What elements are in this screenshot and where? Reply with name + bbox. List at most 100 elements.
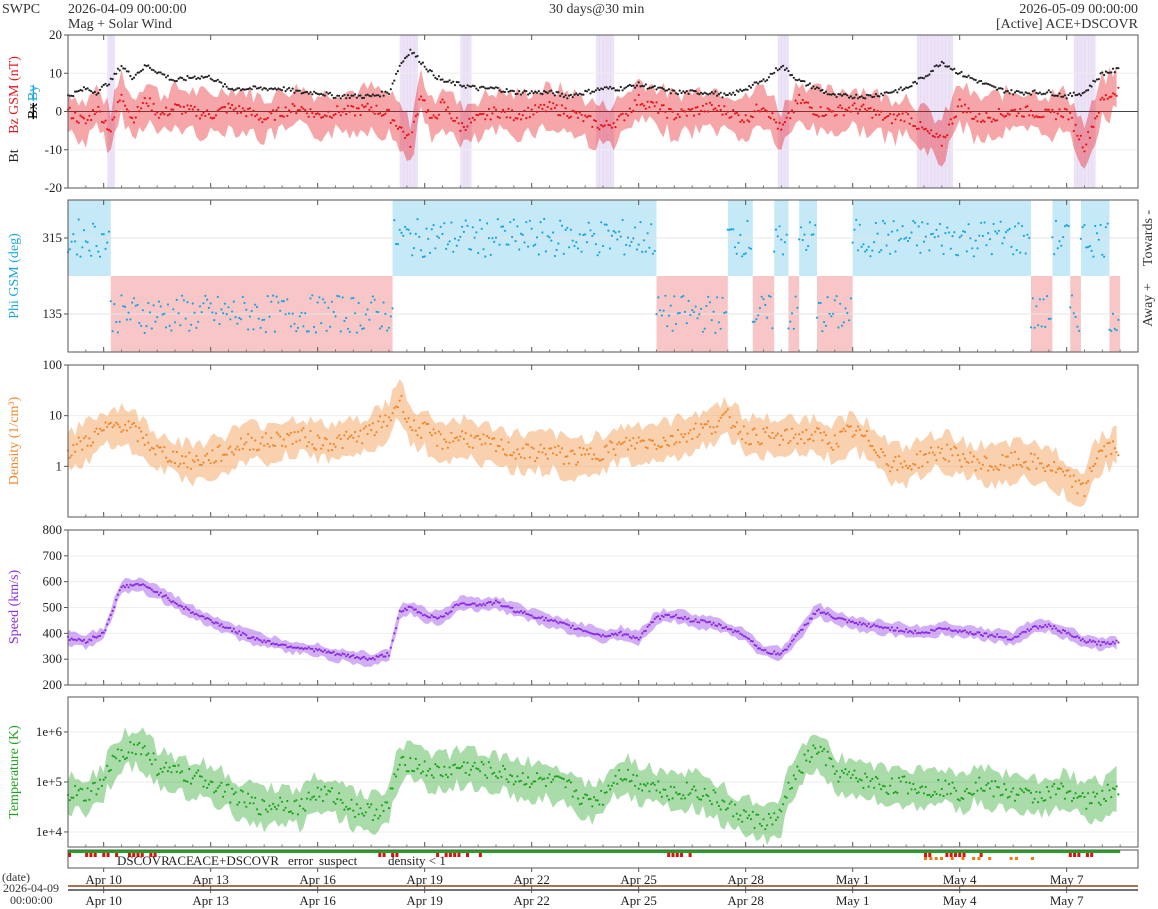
phi-point — [880, 249, 883, 252]
bz-point — [528, 116, 532, 119]
bz-point — [1017, 112, 1020, 115]
bz-point — [544, 110, 548, 113]
speed-point — [250, 636, 253, 639]
speed-point — [1063, 629, 1066, 633]
phi-point — [598, 251, 601, 254]
temperature-point — [762, 818, 765, 821]
bz-point — [621, 112, 624, 115]
x-tick-label: May 1 — [836, 872, 870, 887]
temperature-point — [637, 787, 640, 790]
density-point — [553, 446, 557, 449]
density-point — [346, 437, 350, 440]
speed-point — [416, 611, 419, 614]
temperature-point — [295, 799, 298, 802]
phi-point — [580, 250, 583, 253]
density-point — [350, 434, 353, 437]
bt-point — [184, 79, 187, 82]
phi-point — [222, 312, 225, 315]
bz-point — [382, 113, 385, 117]
phi-point — [166, 303, 169, 306]
bt-point — [978, 80, 981, 83]
density-point — [552, 452, 555, 455]
speed-point — [869, 626, 872, 629]
temperature-point — [111, 754, 114, 757]
phi-point — [951, 235, 954, 238]
bz-point — [815, 114, 819, 117]
phi-point — [881, 219, 885, 223]
bz-point — [864, 107, 867, 111]
bz-point — [716, 109, 719, 112]
density-point — [988, 465, 992, 468]
bt-point — [487, 87, 490, 90]
bt-point — [387, 92, 391, 96]
phi-point — [708, 301, 712, 304]
bt-point — [994, 86, 997, 89]
density-point — [507, 441, 510, 444]
phi-point — [678, 311, 681, 315]
density-point — [136, 440, 139, 443]
phi-point — [830, 315, 833, 318]
bt-point — [1053, 94, 1056, 97]
density-point — [1040, 462, 1043, 465]
bt-point — [1070, 94, 1074, 98]
bz-point — [939, 134, 942, 137]
density-point — [725, 410, 728, 413]
bz-point — [837, 106, 840, 109]
phi-point — [584, 233, 587, 236]
speed-point — [887, 626, 890, 630]
phi-point — [971, 247, 974, 250]
bt-point — [824, 90, 828, 93]
temperature-point — [184, 779, 187, 783]
density-point — [147, 441, 150, 444]
phi-point — [1037, 324, 1040, 327]
density-point — [170, 460, 173, 463]
bz-point — [610, 126, 614, 129]
density-point — [518, 453, 521, 456]
speed-point — [573, 628, 576, 631]
mag-y-tick-label: -20 — [45, 180, 62, 195]
temperature-point — [560, 777, 564, 780]
phi-point — [1031, 297, 1034, 300]
temperature-point — [182, 779, 185, 782]
temperature-point — [737, 818, 740, 821]
speed-point — [897, 630, 901, 633]
density-point — [166, 460, 169, 463]
bt-point — [564, 94, 567, 97]
phi-point — [594, 243, 598, 246]
bt-point — [749, 86, 753, 89]
temperature-point — [815, 752, 819, 755]
phi-point — [150, 327, 153, 330]
bz-point — [1097, 111, 1100, 114]
temperature-point — [434, 763, 437, 766]
temperature-point — [892, 791, 895, 795]
bz-point — [371, 110, 374, 113]
temperature-point — [118, 759, 121, 762]
density-point — [892, 460, 895, 463]
bt-point — [468, 85, 471, 88]
speed-point — [370, 657, 373, 661]
density-point — [830, 446, 833, 449]
density-point — [231, 451, 234, 454]
bt-point — [375, 94, 378, 97]
temperature-point — [1035, 790, 1038, 793]
speed-point — [99, 634, 102, 637]
bz-point — [856, 112, 860, 115]
phi-point — [642, 239, 646, 242]
temperature-point — [330, 787, 333, 790]
error-flag — [688, 853, 692, 857]
density-point — [452, 440, 455, 443]
density-point — [543, 447, 546, 450]
temperature-point — [227, 783, 230, 786]
temperature-point — [329, 790, 332, 793]
bz-point — [416, 113, 419, 116]
phi-point — [177, 312, 180, 315]
phi-point — [1049, 317, 1052, 320]
temperature-point — [728, 802, 731, 805]
speed-point — [824, 613, 828, 616]
bz-point — [147, 104, 150, 108]
speed-point — [915, 632, 919, 635]
bz-point — [111, 118, 114, 121]
speed-point — [341, 652, 344, 655]
temperature-point — [903, 775, 906, 778]
temperature-point — [505, 778, 508, 781]
